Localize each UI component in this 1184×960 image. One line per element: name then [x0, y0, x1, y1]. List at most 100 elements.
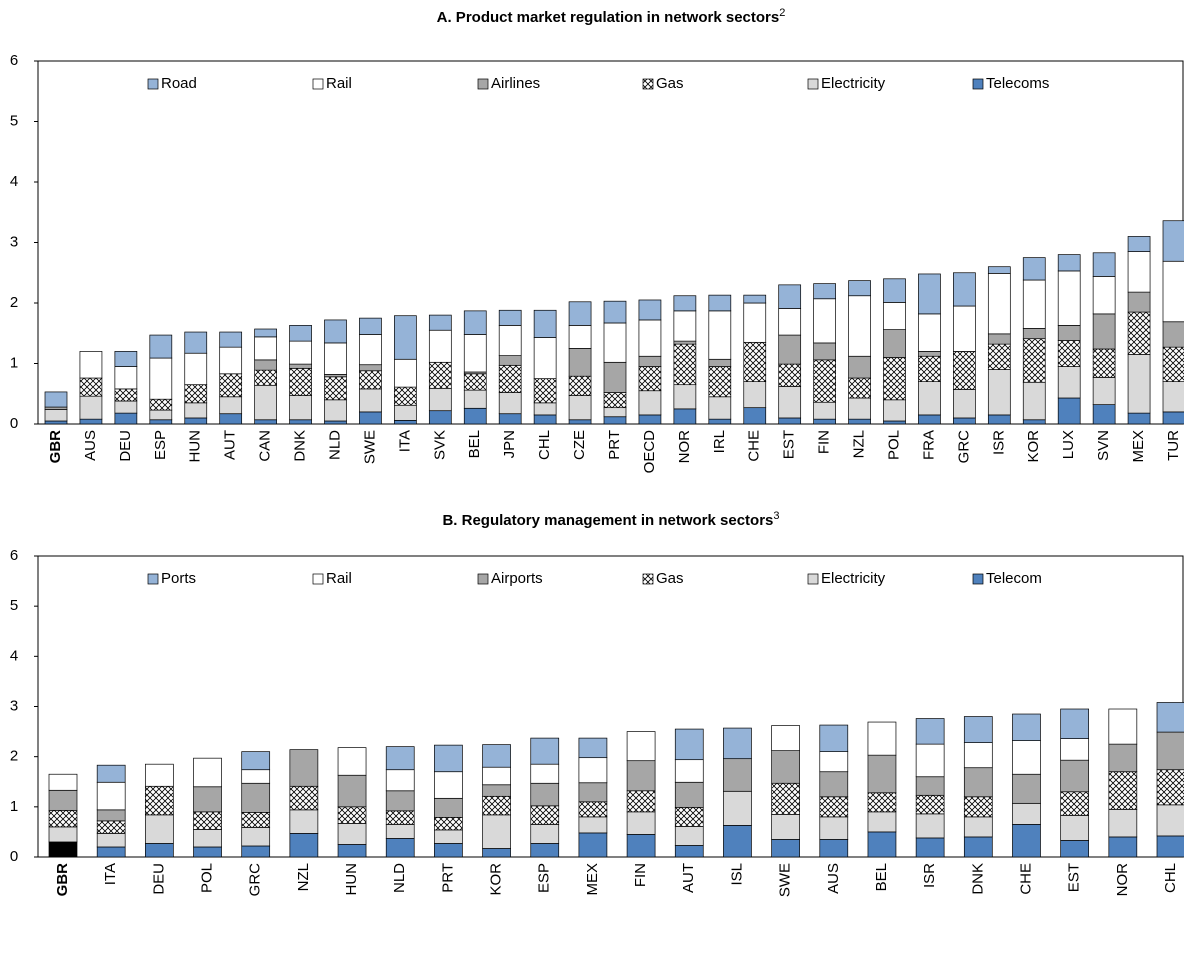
bar-segment	[915, 743, 945, 778]
bar-segment	[953, 389, 976, 419]
bar-segment	[1162, 346, 1184, 383]
x-tick-label: PRT	[439, 863, 456, 893]
bar-segment	[530, 782, 560, 807]
bar-segment	[883, 329, 906, 358]
bar-segment	[96, 846, 126, 858]
bar-segment	[533, 402, 557, 416]
bar-segment	[848, 377, 871, 399]
bar-segment	[813, 359, 836, 403]
bar-segment	[114, 412, 138, 425]
bar-segment	[428, 314, 452, 331]
bar-segment	[626, 760, 656, 792]
x-tick-label: NLD	[391, 863, 408, 893]
bar-segment	[241, 812, 271, 828]
bar-segment	[193, 846, 222, 858]
bar-segment	[434, 829, 463, 844]
bar-segment	[289, 749, 319, 787]
bar-segment	[1060, 815, 1090, 841]
bar-segment	[626, 790, 656, 813]
x-tick-label: OECD	[641, 430, 658, 474]
bar-segment	[778, 334, 802, 365]
bar-segment	[530, 737, 560, 765]
bar-segment	[254, 328, 277, 338]
bar-segment	[778, 417, 802, 425]
legend-swatch	[147, 573, 159, 585]
x-tick-label: BEL	[466, 430, 483, 458]
x-tick-label: MEX	[584, 863, 601, 896]
bar-segment	[743, 407, 767, 425]
bar-segment	[498, 325, 522, 356]
x-tick-label: EST	[781, 430, 798, 459]
bar-segment	[987, 266, 1011, 274]
x-tick-label: DNK	[969, 863, 986, 895]
bar-segment	[337, 844, 367, 858]
bar-segment	[241, 769, 271, 784]
x-tick-label: CHE	[746, 430, 763, 462]
x-tick-label: ITA	[396, 430, 413, 452]
bar-segment	[813, 401, 836, 420]
title-superscript: 3	[773, 510, 779, 522]
bar-segment	[254, 336, 277, 361]
x-tick-label: HUN	[187, 430, 204, 463]
legend-label: Airlines	[491, 75, 540, 92]
bar-segment	[289, 809, 319, 834]
bar-segment	[241, 827, 271, 847]
bar-segment	[428, 387, 452, 412]
legend-swatch	[972, 573, 984, 585]
bar-segment	[482, 766, 511, 786]
bar-segment	[723, 790, 752, 826]
bar-segment	[289, 363, 312, 369]
bar-segment	[44, 406, 68, 410]
bar-segment	[193, 786, 222, 813]
x-tick-label: NOR	[1114, 863, 1131, 897]
bar-segment	[1022, 279, 1046, 329]
bar-segment	[530, 805, 560, 825]
bar-segment	[385, 824, 415, 839]
bar-segment	[918, 273, 941, 315]
bar-segment	[359, 411, 382, 425]
bar-segment	[289, 419, 312, 425]
bar-segment	[324, 342, 347, 375]
bar-segment	[184, 402, 208, 419]
x-tick-label: ISR	[990, 430, 1007, 455]
bar-segment	[963, 836, 993, 858]
bar-segment	[1127, 354, 1151, 414]
bar-segment	[819, 796, 849, 818]
bar-segment	[394, 404, 417, 421]
bar-segment	[324, 374, 347, 378]
bar-segment	[778, 284, 802, 309]
bar-segment	[848, 355, 871, 379]
bar-segment	[708, 310, 732, 360]
x-tick-label: CHE	[1017, 863, 1034, 895]
bar-segment	[638, 366, 662, 392]
x-tick-label: CAN	[257, 430, 274, 462]
bar-segment	[96, 833, 126, 848]
x-tick-label: POL	[198, 863, 215, 893]
bar-segment	[867, 754, 897, 794]
bar-segment	[149, 398, 173, 411]
bar-segment	[1127, 412, 1151, 425]
x-tick-label: AUS	[825, 863, 842, 894]
x-tick-label: GBR	[47, 430, 64, 464]
bar-segment	[674, 728, 704, 761]
bar-segment	[394, 358, 417, 388]
x-tick-label: TUR	[1165, 430, 1182, 461]
bar-segment	[723, 758, 752, 792]
bar-segment	[184, 352, 208, 386]
bar-segment	[289, 340, 312, 365]
x-tick-label: AUT	[222, 430, 239, 460]
bar-segment	[434, 817, 463, 831]
x-tick-label: HUN	[343, 863, 360, 896]
bar-segment	[463, 373, 487, 391]
bar-segment	[963, 767, 993, 798]
bar-segment	[149, 334, 173, 359]
legend-swatch	[642, 573, 654, 585]
bar-segment	[114, 388, 138, 402]
bar-segment	[848, 280, 871, 297]
bar-segment	[1012, 713, 1041, 741]
bar-segment	[289, 395, 312, 421]
bar-segment	[638, 319, 662, 357]
bar-segment	[1057, 340, 1081, 367]
bar-segment	[778, 363, 802, 387]
bar-segment	[289, 325, 312, 342]
